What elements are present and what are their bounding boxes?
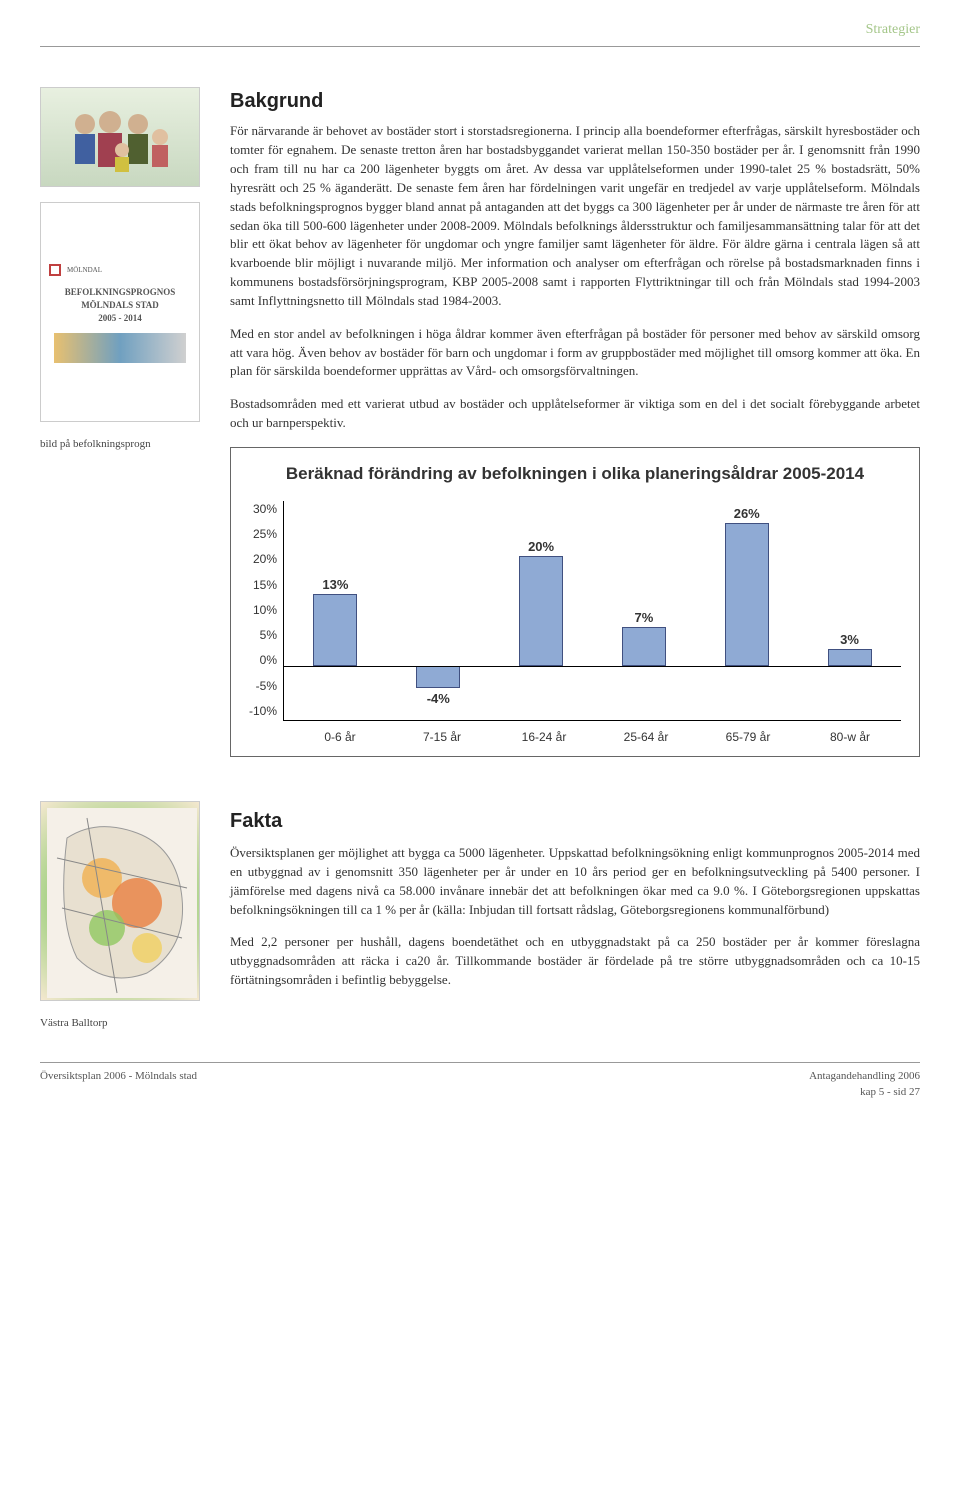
chart-y-axis: 30% 25% 20% 15% 10% 5% 0% -5% -10% bbox=[249, 501, 283, 721]
bakgrund-p3: Bostadsområden med ett varierat utbud av… bbox=[230, 395, 920, 433]
chart-bar bbox=[519, 556, 563, 666]
page-category: Strategier bbox=[40, 20, 920, 47]
bar-slot: 7% bbox=[614, 501, 674, 720]
population-change-chart: Beräknad förändring av befolkningen i ol… bbox=[230, 447, 920, 757]
chart-bar bbox=[828, 649, 872, 666]
bar-slot: 20% bbox=[511, 501, 571, 720]
y-tick: 10% bbox=[249, 602, 277, 619]
bar-value-label: 3% bbox=[820, 631, 880, 650]
chart-bar bbox=[313, 594, 357, 666]
bakgrund-title: Bakgrund bbox=[230, 87, 920, 116]
chart-bar bbox=[416, 666, 460, 688]
footer-left: Översiktsplan 2006 - Mölndals stad bbox=[40, 1069, 197, 1101]
section-fakta: Västra Balltorp Fakta Översiktsplanen ge… bbox=[40, 801, 920, 1032]
chart-plot-area: 13% -4% 20% 7% 26% 3% bbox=[283, 501, 901, 721]
doc-thumb-caption: bild på befolkningsprogn bbox=[40, 437, 210, 453]
x-tick: 16-24 år bbox=[514, 729, 574, 746]
bar-slot: 26% bbox=[717, 501, 777, 720]
bar-value-label: 13% bbox=[305, 576, 365, 595]
y-tick: 30% bbox=[249, 501, 277, 518]
chart-title: Beräknad förändring av befolkningen i ol… bbox=[249, 462, 901, 487]
bar-value-label: 7% bbox=[614, 609, 674, 628]
bar-slot: 3% bbox=[820, 501, 880, 720]
map-vastra-balltorp bbox=[40, 801, 200, 1001]
x-tick: 25-64 år bbox=[616, 729, 676, 746]
x-tick: 0-6 år bbox=[310, 729, 370, 746]
fakta-title: Fakta bbox=[230, 807, 920, 836]
bakgrund-p1: För närvarande är behovet av bostäder st… bbox=[230, 122, 920, 310]
fakta-p2: Med 2,2 personer per hushåll, dagens boe… bbox=[230, 933, 920, 990]
footer-right-1: Antagandehandling 2006 bbox=[809, 1069, 920, 1085]
bar-value-label: 26% bbox=[717, 505, 777, 524]
y-tick: 5% bbox=[249, 627, 277, 644]
chart-x-axis: 0-6 år 7-15 år 16-24 år 25-64 år 65-79 år 80-… bbox=[289, 729, 901, 746]
footer-right-2: kap 5 - sid 27 bbox=[809, 1085, 920, 1101]
map-caption: Västra Balltorp bbox=[40, 1016, 210, 1032]
y-tick: 20% bbox=[249, 551, 277, 568]
x-tick: 7-15 år bbox=[412, 729, 472, 746]
y-tick: 25% bbox=[249, 526, 277, 543]
bar-slot: -4% bbox=[408, 501, 468, 720]
prognosis-document-thumb: MÖLNDAL BEFOLKNINGSPROGNOS MÖLNDALS STAD… bbox=[40, 202, 200, 422]
chart-bar bbox=[622, 627, 666, 666]
bar-value-label: 20% bbox=[511, 538, 571, 557]
y-tick: -10% bbox=[249, 703, 277, 720]
y-tick: 15% bbox=[249, 577, 277, 594]
section-bakgrund: MÖLNDAL BEFOLKNINGSPROGNOS MÖLNDALS STAD… bbox=[40, 87, 920, 781]
doc-title-3: 2005 - 2014 bbox=[65, 312, 176, 325]
chart-bar bbox=[725, 523, 769, 666]
page-footer: Översiktsplan 2006 - Mölndals stad Antag… bbox=[40, 1062, 920, 1101]
x-tick: 65-79 år bbox=[718, 729, 778, 746]
bar-slot: 13% bbox=[305, 501, 365, 720]
y-tick: -5% bbox=[249, 678, 277, 695]
bakgrund-p2: Med en stor andel av befolkningen i höga… bbox=[230, 325, 920, 382]
fakta-p1: Översiktsplanen ger möjlighet att bygga … bbox=[230, 844, 920, 919]
doc-title-1: BEFOLKNINGSPROGNOS bbox=[65, 286, 176, 299]
bar-value-label: -4% bbox=[408, 690, 468, 709]
x-tick: 80-w år bbox=[820, 729, 880, 746]
family-illustration bbox=[40, 87, 200, 187]
y-tick: 0% bbox=[249, 652, 277, 669]
doc-title-2: MÖLNDALS STAD bbox=[65, 299, 176, 312]
